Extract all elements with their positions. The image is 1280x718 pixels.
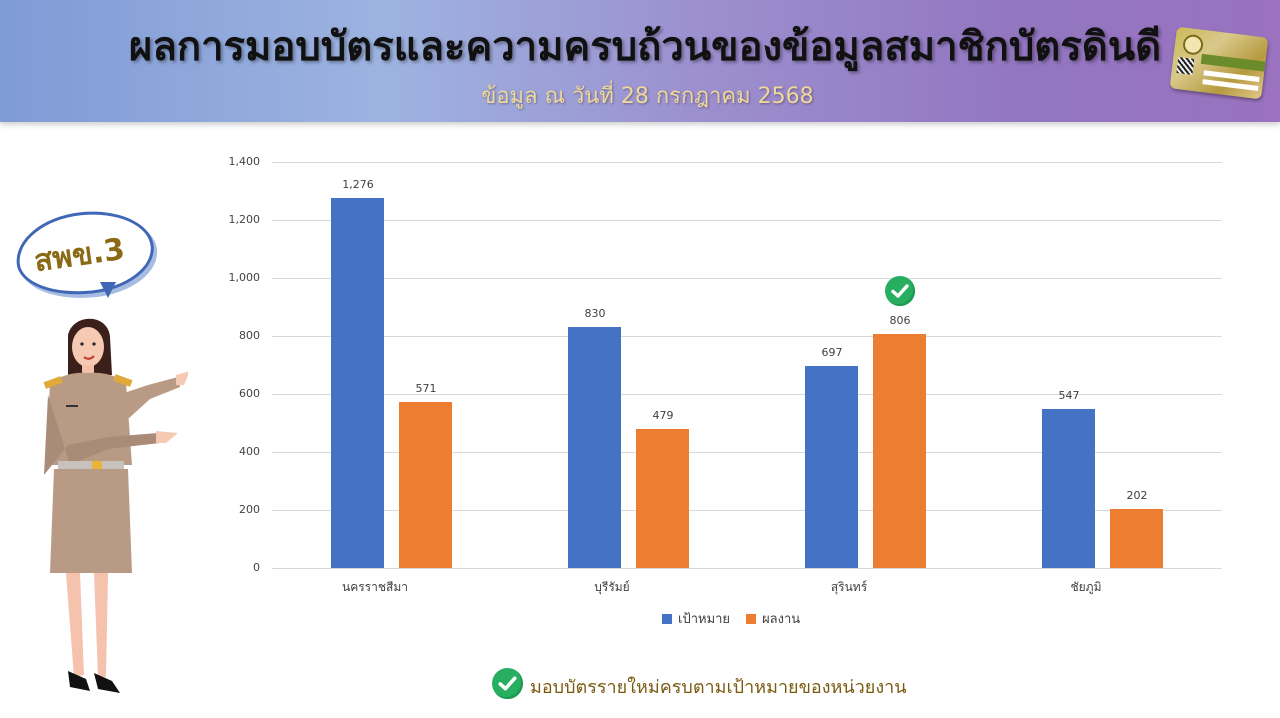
bar-value-label: 571 bbox=[415, 382, 437, 395]
bar-target-buriram bbox=[568, 327, 621, 568]
x-axis-label: นครราชสีมา bbox=[342, 580, 408, 594]
qr-code-icon bbox=[1176, 57, 1195, 75]
bar-target-chaiyaphum bbox=[1042, 409, 1095, 568]
y-tick: 1,200 bbox=[228, 213, 261, 226]
page-title: ผลการมอบบัตรและความครบถ้วนของข้อมูลสมาชิ… bbox=[128, 24, 1162, 70]
x-axis-label: สุรินทร์ bbox=[830, 580, 868, 594]
bar-value-label: 479 bbox=[652, 409, 674, 422]
gridline bbox=[272, 568, 1222, 569]
bar-value-label: 202 bbox=[1126, 489, 1148, 502]
footer-note: มอบบัตรรายใหม่ครบตามเป้าหมายของหน่วยงาน bbox=[530, 677, 907, 698]
bar-value-label: 547 bbox=[1058, 389, 1080, 402]
x-axis-label: บุรีรัมย์ bbox=[594, 580, 630, 594]
gridline bbox=[272, 220, 1222, 221]
bar-result-nakhon-ratchasima bbox=[399, 402, 452, 568]
legend-label: เป้าหมาย bbox=[678, 612, 731, 627]
header-banner: ผลการมอบบัตรและความครบถ้วนของข้อมูลสมาชิ… bbox=[0, 0, 1280, 122]
legend-swatch-result bbox=[746, 613, 757, 624]
legend-swatch-target bbox=[662, 613, 672, 624]
bar-result-surin bbox=[873, 334, 926, 568]
y-tick: 1,400 bbox=[228, 155, 261, 168]
gridline bbox=[272, 510, 1222, 511]
y-tick: 400 bbox=[239, 445, 260, 458]
bar-value-label: 1,276 bbox=[342, 178, 374, 191]
presenter-illustration bbox=[43, 318, 188, 693]
gridline bbox=[272, 452, 1222, 453]
bar-target-surin bbox=[805, 366, 858, 568]
seal-icon bbox=[1181, 33, 1205, 56]
bar-value-label: 830 bbox=[584, 307, 606, 320]
legend-label: ผลงาน bbox=[762, 612, 801, 627]
bar-result-buriram bbox=[636, 429, 689, 568]
bar-chart: 0 200 400 600 800 1,000 1,200 1,400 1,27… bbox=[220, 150, 1230, 594]
bar-value-label: 806 bbox=[889, 314, 911, 327]
gridline bbox=[272, 394, 1222, 395]
x-axis-label: ชัยภูมิ bbox=[1070, 580, 1102, 594]
din-dee-card-icon bbox=[1169, 26, 1269, 100]
check-circle-icon bbox=[885, 276, 915, 306]
gridline bbox=[272, 278, 1222, 279]
bar-result-chaiyaphum bbox=[1110, 509, 1163, 568]
gridline bbox=[272, 162, 1222, 163]
legend-item-target: เป้าหมาย bbox=[662, 608, 730, 629]
y-tick: 1,000 bbox=[228, 271, 261, 284]
y-tick: 600 bbox=[239, 387, 260, 400]
data-date-subtitle: ข้อมูล ณ วันที่ 28 กรกฎาคม 2568 bbox=[481, 84, 814, 109]
check-circle-icon bbox=[492, 668, 523, 699]
y-tick: 800 bbox=[239, 329, 260, 342]
y-tick: 0 bbox=[253, 561, 260, 574]
bar-value-label: 697 bbox=[821, 346, 843, 359]
chart-legend: เป้าหมาย ผลงาน bbox=[662, 608, 810, 629]
y-tick: 200 bbox=[239, 503, 260, 516]
gridline bbox=[272, 336, 1222, 337]
speech-bubble-tail bbox=[100, 282, 116, 298]
card-band bbox=[1200, 53, 1266, 72]
bar-target-nakhon-ratchasima bbox=[331, 198, 384, 568]
legend-item-result: ผลงาน bbox=[746, 608, 800, 629]
